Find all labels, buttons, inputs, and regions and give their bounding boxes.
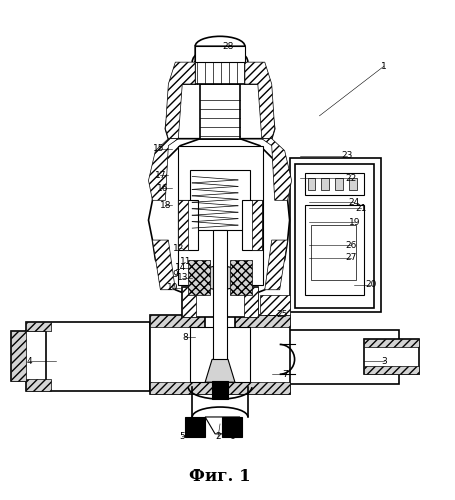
Bar (195, 62, 245, 84)
Text: 6: 6 (229, 432, 235, 442)
Bar (190, 170, 250, 230)
Bar (222, 417, 242, 437)
Polygon shape (245, 62, 275, 138)
Bar (11, 332, 26, 381)
Bar (188, 260, 210, 294)
Bar (294, 164, 374, 308)
Polygon shape (165, 62, 195, 138)
Bar (230, 260, 252, 294)
Text: 27: 27 (345, 254, 357, 262)
Bar (308, 178, 315, 190)
Polygon shape (265, 240, 288, 290)
Bar (26, 379, 51, 391)
Bar (349, 178, 357, 190)
Bar (185, 417, 205, 437)
Bar (182, 287, 258, 316)
Polygon shape (205, 360, 235, 382)
Text: 21: 21 (355, 204, 367, 213)
Text: 15: 15 (153, 144, 164, 153)
Text: 22: 22 (346, 174, 357, 183)
Bar (178, 200, 198, 250)
Text: 7: 7 (282, 370, 288, 378)
Bar (178, 146, 263, 285)
Bar (205, 200, 235, 360)
Text: 13: 13 (177, 274, 188, 282)
Bar (178, 200, 188, 250)
Polygon shape (148, 138, 178, 200)
Text: 17: 17 (155, 171, 166, 180)
Bar (26, 322, 151, 391)
Bar (304, 174, 364, 196)
Text: 2: 2 (215, 432, 221, 442)
Text: 5: 5 (179, 432, 185, 442)
Bar (151, 382, 290, 394)
Text: 23: 23 (342, 151, 353, 160)
Ellipse shape (198, 266, 242, 290)
Bar (304, 206, 364, 294)
Text: 28: 28 (222, 42, 234, 51)
Bar (200, 84, 240, 138)
Polygon shape (152, 240, 175, 290)
Bar (290, 158, 381, 312)
Bar (213, 230, 227, 360)
Polygon shape (165, 46, 275, 138)
Text: 20: 20 (365, 280, 377, 289)
Bar (151, 314, 290, 394)
Text: 3: 3 (381, 357, 387, 366)
Text: 9: 9 (172, 270, 178, 280)
Text: 16: 16 (157, 184, 168, 193)
Polygon shape (148, 138, 290, 300)
Text: 19: 19 (349, 218, 360, 226)
Text: 18: 18 (160, 201, 171, 210)
Bar (335, 178, 343, 190)
Text: 25: 25 (276, 310, 288, 319)
Bar (195, 46, 245, 62)
Bar (11, 332, 46, 381)
Bar (212, 381, 228, 399)
Text: 4: 4 (26, 357, 32, 366)
Polygon shape (205, 417, 240, 434)
Bar (151, 314, 290, 326)
Bar (242, 200, 262, 250)
Text: 11: 11 (180, 258, 191, 266)
Bar (285, 330, 399, 384)
Bar (260, 294, 290, 314)
Polygon shape (262, 138, 292, 200)
Text: 12: 12 (172, 244, 184, 252)
Bar (190, 326, 250, 382)
Text: 1: 1 (381, 62, 387, 70)
Bar (26, 322, 51, 332)
Bar (321, 178, 329, 190)
Bar (312, 225, 356, 280)
Bar (252, 200, 262, 250)
Bar (244, 287, 258, 316)
Bar (182, 287, 196, 316)
Text: 8: 8 (182, 333, 188, 342)
Bar (364, 366, 419, 374)
Text: 26: 26 (345, 240, 357, 250)
Bar (364, 340, 419, 347)
Bar (364, 340, 419, 374)
Text: 10: 10 (167, 284, 178, 292)
Text: Фиг. 1: Фиг. 1 (189, 468, 251, 485)
Text: 24: 24 (349, 198, 360, 207)
Text: 14: 14 (175, 264, 186, 272)
